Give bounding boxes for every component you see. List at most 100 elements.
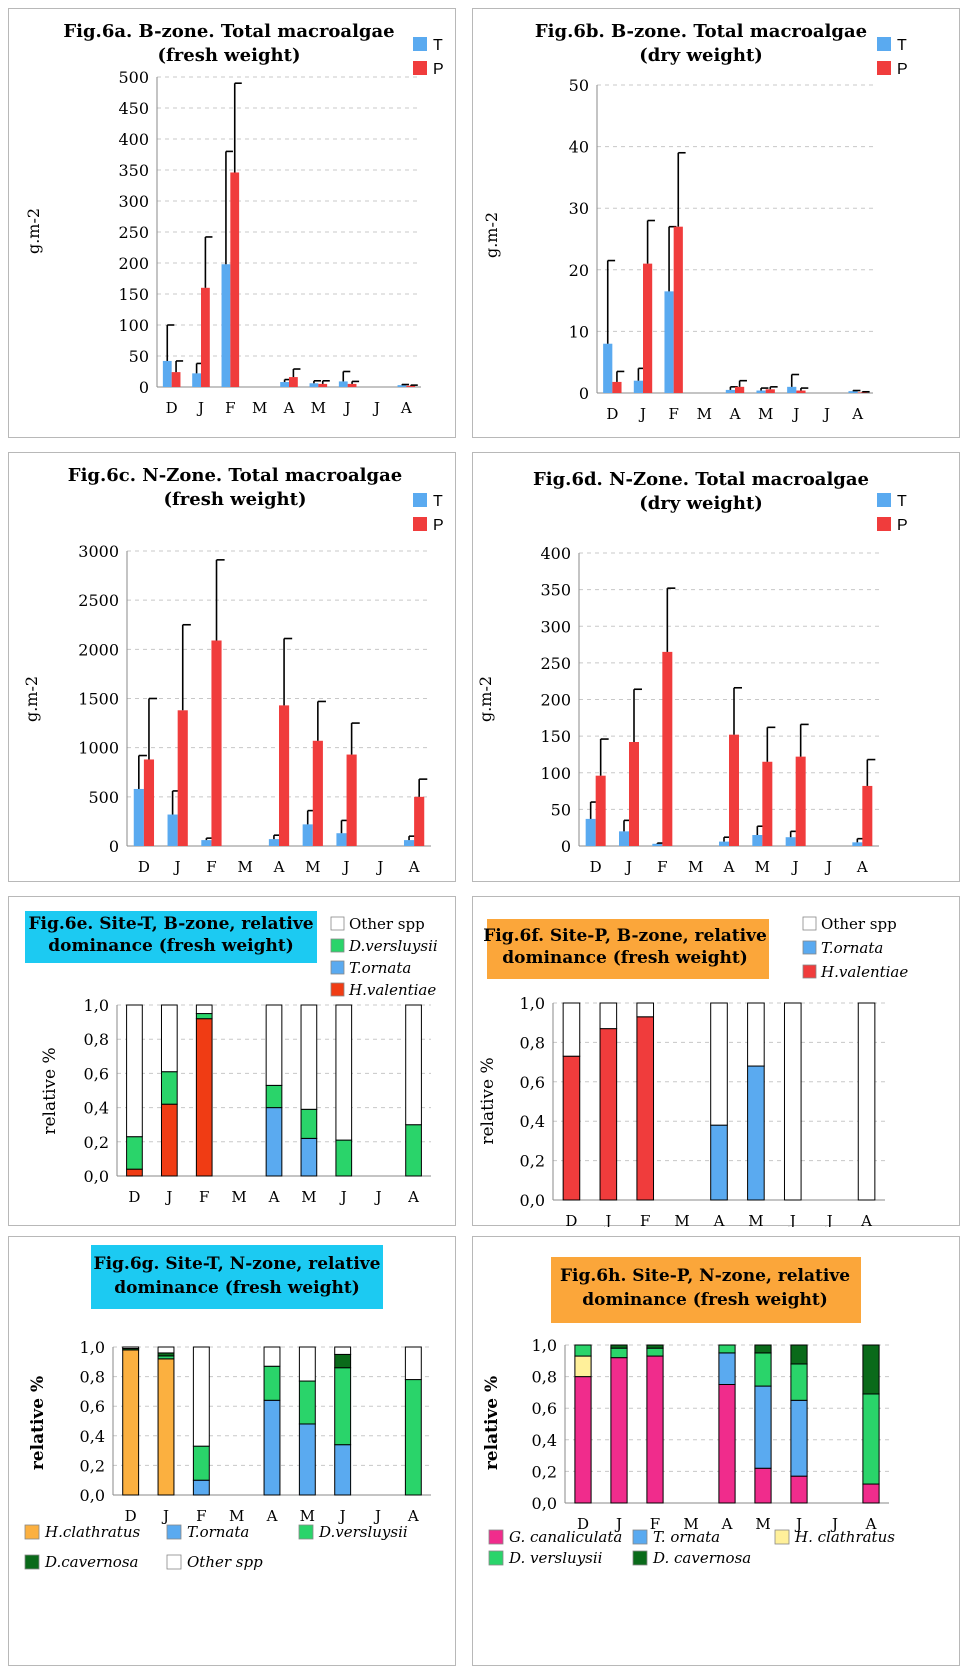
stack-segment-g-canaliculata [718,1384,736,1504]
bar-P [289,377,298,387]
stack-segment-d-versluysii [404,1379,422,1496]
y-tick-label: 0 [579,384,589,403]
chart-title-line: (dry weight) [639,45,763,66]
bar-P [406,385,416,387]
stack-segment-g-canaliculata [646,1355,664,1504]
legend-swatch [877,517,891,531]
stack-segment-d-versluysii [610,1347,628,1359]
legend-label: H.clathratus [44,1523,140,1541]
x-tick-label: A [856,858,868,876]
chart-panel-6h: Fig.6h. Site-P, N-zone, relative dominanc… [472,1236,960,1666]
bar-T [585,818,596,846]
stack-segment-t-ornata [300,1137,318,1177]
y-tick-label: 300 [118,192,149,211]
stack-segment-d-versluysii [334,1367,352,1446]
x-tick-label: M [231,1188,246,1206]
stack-segment-d-versluysii [790,1363,808,1401]
bar-T [221,264,231,387]
bar-T [309,383,319,387]
legend-swatch [298,1524,314,1540]
x-tick-label: F [199,1188,209,1206]
y-tick-label: 450 [118,99,149,118]
x-tick-label: M [758,405,773,423]
x-tick-label: J [342,858,350,876]
x-tick-label: M [252,399,267,417]
chart-title-line: Fig.6f. Site-P, B-zone, relative [483,926,767,946]
stack-segment-h-valentiae [599,1028,618,1201]
x-tick-label: F [225,399,235,417]
y-tick-label: 0,0 [520,1191,545,1210]
y-tick-label: 1,0 [80,1338,105,1357]
bar-P [347,383,357,387]
x-tick-label: J [161,1507,169,1525]
x-tick-label: J [791,858,799,876]
bar-T [619,831,629,846]
legend-label: T [433,493,443,510]
x-tick-label: A [713,1212,725,1227]
y-tick-label: 40 [569,138,589,157]
legend-swatch [877,493,891,507]
bar-P [795,756,806,846]
bar-T [338,381,348,387]
title-background [551,1257,861,1323]
bar-T [302,824,313,846]
y-tick-label: 0,8 [84,1030,109,1049]
stack-segment-other-spp [122,1346,140,1349]
bar-T [268,839,279,846]
x-tick-label: J [624,858,632,876]
legend-swatch [24,1524,40,1540]
legend-swatch [632,1529,648,1545]
x-tick-label: A [400,399,412,417]
bar-P [765,389,775,393]
y-tick-label: 0,2 [520,1152,545,1171]
y-tick-label: 0,8 [80,1368,105,1387]
y-tick-label: 0,0 [80,1486,105,1505]
bar-T [752,835,763,846]
legend-label: T. ornata [653,1528,720,1546]
chart-6e-svg: Fig.6e. Site-T, B-zone, relativedominanc… [25,911,438,1206]
bar-P [312,740,323,846]
y-tick-label: 1,0 [520,994,545,1013]
x-tick-label: J [373,1507,381,1525]
legend-swatch [774,1529,790,1545]
bar-P [612,381,622,393]
stack-segment-t-ornata [754,1385,772,1469]
legend-label: D. cavernosa [652,1549,751,1567]
stack-segment-d-cavernosa [334,1353,352,1369]
chart-6c-svg: Fig.6c. N-Zone. Total macroalgae (fresh w… [22,465,444,876]
x-tick-label: D [128,1188,140,1206]
x-tick-label: J [372,399,380,417]
y-tick-label: 350 [540,581,571,600]
y-axis-label: g.m-2 [24,208,43,254]
y-tick-label: 500 [118,68,149,87]
y-tick-label: 150 [118,285,149,304]
legend-label: P [897,517,908,534]
legend-label: H.valentiae [348,981,436,999]
chart-6d-svg: Fig.6d. N-Zone. Total macroalgae (dry wei… [476,469,908,876]
bar-P [643,263,653,393]
x-tick-label: A [723,858,735,876]
x-tick-label: D [590,858,602,876]
bar-P [318,383,328,387]
legend-swatch [166,1524,182,1540]
bar-P [177,710,188,846]
y-tick-label: 400 [540,544,571,563]
bar-T [133,788,144,846]
bar-T [280,382,289,387]
y-tick-label: 2000 [78,640,119,659]
y-tick-label: 200 [540,691,571,710]
y-tick-label: 100 [118,316,149,335]
chart-title-line: Fig.6e. Site-T, B-zone, relative [28,914,313,934]
x-tick-label: A [860,1212,872,1227]
legend-label: T.ornata [349,959,411,977]
legend-swatch [413,37,427,51]
x-tick-label: F [650,1515,660,1533]
y-tick-label: 0,4 [80,1427,105,1446]
y-tick-label: 3000 [78,542,119,561]
y-tick-label: 0,0 [532,1494,557,1513]
stack-segment-other-spp [404,1346,422,1381]
stack-segment-other-spp [263,1346,281,1367]
x-tick-label: J [614,1515,622,1533]
stack-segment-d-cavernosa [862,1344,880,1395]
y-axis-label: g.m-2 [482,212,501,258]
